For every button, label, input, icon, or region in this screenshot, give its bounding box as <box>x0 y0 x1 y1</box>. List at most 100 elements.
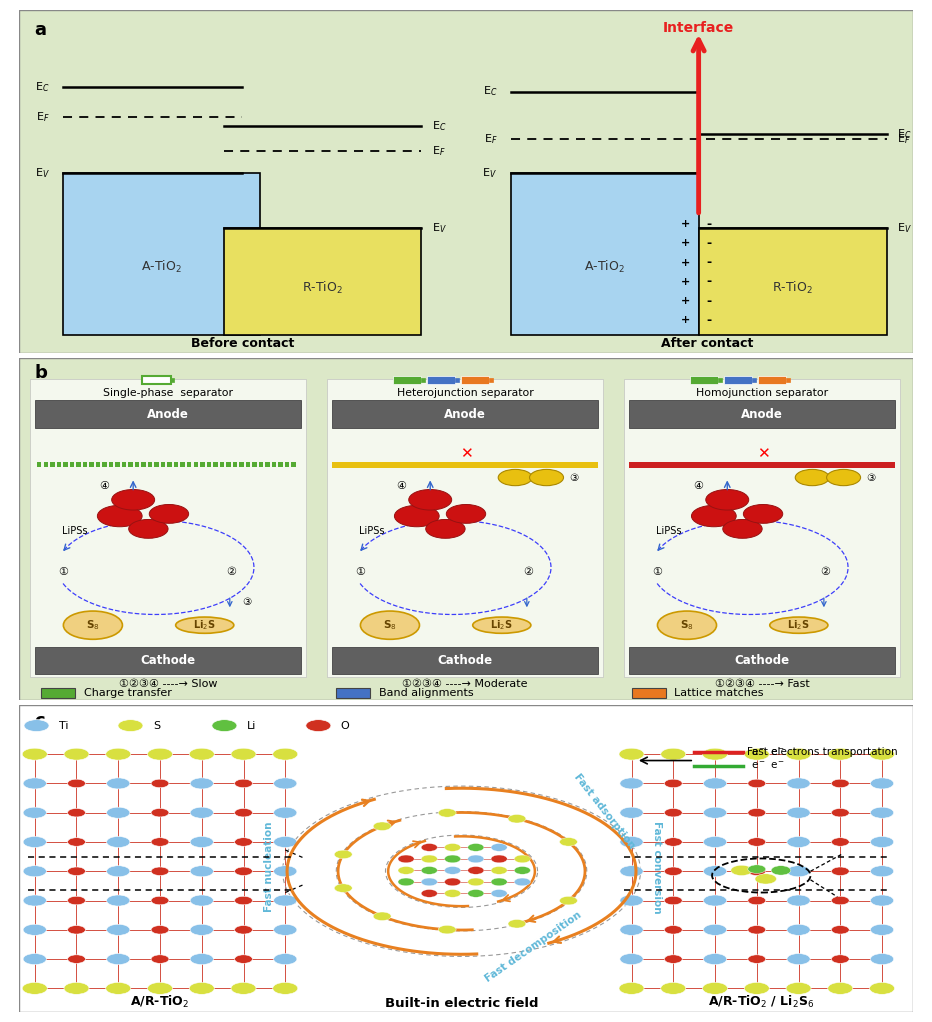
Circle shape <box>870 866 894 877</box>
Circle shape <box>747 838 766 846</box>
Bar <box>194 462 198 467</box>
Bar <box>135 462 139 467</box>
Circle shape <box>235 896 253 904</box>
Circle shape <box>235 779 253 788</box>
Text: R-TiO$_2$: R-TiO$_2$ <box>302 280 343 296</box>
Circle shape <box>190 836 213 847</box>
Circle shape <box>620 778 643 789</box>
Circle shape <box>274 895 297 907</box>
Circle shape <box>499 469 532 485</box>
Text: a: a <box>34 20 47 39</box>
Circle shape <box>274 924 297 935</box>
Circle shape <box>235 926 253 934</box>
Text: ③: ③ <box>866 472 875 482</box>
Bar <box>89 462 93 467</box>
Circle shape <box>747 926 766 934</box>
Circle shape <box>105 748 130 760</box>
Text: ④: ④ <box>693 481 704 492</box>
Circle shape <box>828 748 853 760</box>
Bar <box>142 376 171 384</box>
Circle shape <box>870 924 894 935</box>
Circle shape <box>274 866 297 877</box>
Circle shape <box>723 519 762 539</box>
Text: A-TiO$_2$: A-TiO$_2$ <box>584 259 625 275</box>
Circle shape <box>870 982 895 994</box>
Circle shape <box>274 954 297 965</box>
Circle shape <box>704 807 727 819</box>
Circle shape <box>190 778 213 789</box>
Circle shape <box>22 982 48 994</box>
Circle shape <box>731 866 752 876</box>
Text: ③: ③ <box>569 472 578 482</box>
Text: ①②③④ ----→ Slow: ①②③④ ----→ Slow <box>118 679 217 689</box>
Circle shape <box>787 895 810 907</box>
Bar <box>63 173 260 335</box>
Text: After contact: After contact <box>662 337 754 351</box>
Circle shape <box>620 924 643 935</box>
Circle shape <box>468 843 484 851</box>
Text: Charge transfer: Charge transfer <box>84 688 171 698</box>
Circle shape <box>745 748 769 760</box>
Bar <box>332 462 598 468</box>
Bar <box>489 378 493 382</box>
Circle shape <box>421 843 437 851</box>
Text: e$^-$ e$^-$: e$^-$ e$^-$ <box>750 760 785 772</box>
Circle shape <box>421 889 437 897</box>
Bar <box>752 378 756 382</box>
Bar <box>259 462 263 467</box>
Bar <box>207 462 211 467</box>
Circle shape <box>704 778 727 789</box>
Text: E$_F$: E$_F$ <box>484 132 498 145</box>
Text: E$_F$: E$_F$ <box>36 110 50 124</box>
Circle shape <box>619 982 644 994</box>
Bar <box>70 462 74 467</box>
Bar <box>171 378 174 382</box>
Circle shape <box>665 779 682 788</box>
Bar <box>148 462 152 467</box>
Text: E$_F$: E$_F$ <box>898 132 911 145</box>
Text: Anode: Anode <box>147 408 189 421</box>
Text: +: + <box>680 316 690 325</box>
Text: LiPSs: LiPSs <box>656 526 682 536</box>
Text: Li$_2$S: Li$_2$S <box>194 618 216 632</box>
Bar <box>142 462 145 467</box>
Circle shape <box>64 748 89 760</box>
Text: ✕: ✕ <box>459 447 473 462</box>
Bar <box>103 462 106 467</box>
Bar <box>34 401 301 428</box>
Text: Li$_2$S: Li$_2$S <box>490 618 514 632</box>
Text: c: c <box>34 711 46 730</box>
Circle shape <box>235 955 253 964</box>
Circle shape <box>445 855 460 863</box>
Circle shape <box>831 926 849 934</box>
Circle shape <box>151 808 169 817</box>
Bar <box>460 376 489 384</box>
Circle shape <box>744 505 783 523</box>
Circle shape <box>514 878 530 886</box>
Circle shape <box>704 836 727 847</box>
Circle shape <box>665 838 682 846</box>
Bar <box>213 462 217 467</box>
Text: E$_V$: E$_V$ <box>483 166 498 180</box>
Text: E$_C$: E$_C$ <box>432 119 446 133</box>
Circle shape <box>508 815 526 823</box>
Bar <box>181 462 185 467</box>
Circle shape <box>491 889 507 897</box>
Circle shape <box>306 719 331 732</box>
Text: S$_8$: S$_8$ <box>383 618 397 632</box>
Circle shape <box>445 878 460 886</box>
Circle shape <box>67 926 86 934</box>
Circle shape <box>795 469 829 485</box>
Bar <box>279 462 282 467</box>
Circle shape <box>23 866 47 877</box>
Ellipse shape <box>770 617 828 634</box>
Text: Interface: Interface <box>663 20 734 35</box>
Bar <box>220 462 224 467</box>
Bar <box>758 376 787 384</box>
Circle shape <box>786 748 811 760</box>
Circle shape <box>147 982 172 994</box>
Bar <box>129 462 132 467</box>
Circle shape <box>703 982 728 994</box>
Circle shape <box>151 926 169 934</box>
Circle shape <box>335 850 352 858</box>
